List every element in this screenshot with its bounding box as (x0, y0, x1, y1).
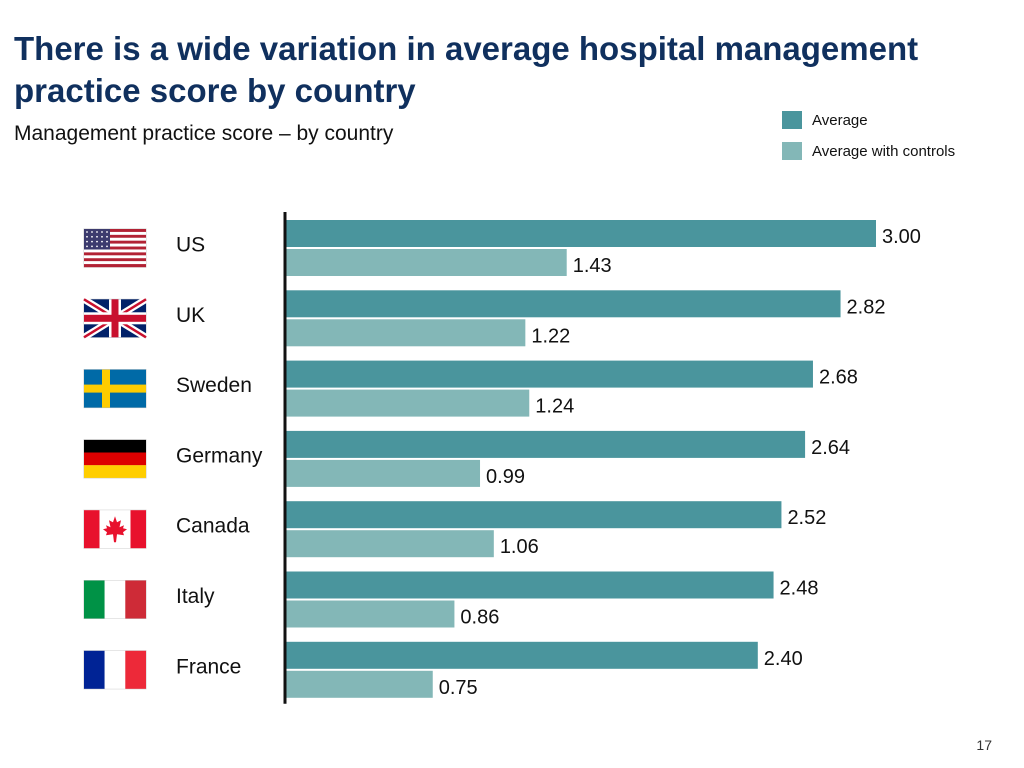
data-label: 2.64 (811, 437, 850, 459)
slide-title: There is a wide variation in average hos… (14, 30, 919, 109)
bar-chart: US 3.00 1.43 UK 2.82 1.22 Sweden 2.68 1.24 German… (82, 212, 921, 704)
bar-average-with-controls (285, 389, 530, 417)
data-label: 2.40 (764, 648, 803, 670)
bar-average-with-controls (285, 670, 433, 698)
data-label: 3.00 (882, 226, 921, 248)
bar-average (285, 430, 806, 458)
data-label: 2.48 (780, 578, 819, 600)
data-label: 1.06 (500, 536, 539, 558)
data-label: 2.52 (787, 507, 826, 529)
italy-flag-icon (83, 580, 147, 619)
france-flag-icon (83, 650, 147, 690)
sweden-flag-icon (83, 369, 147, 409)
bar-average-with-controls (285, 319, 526, 347)
bar-average-with-controls (285, 249, 567, 276)
category-label: UK (176, 304, 205, 327)
category-label: Italy (176, 585, 215, 608)
category-label: US (176, 234, 205, 257)
bar-average (285, 220, 876, 247)
us-flag-icon (83, 228, 147, 268)
bar-average-with-controls (285, 600, 455, 628)
legend-item-average-with-controls: Average with controls (782, 141, 955, 161)
category-label: Sweden (176, 374, 252, 397)
data-label: 2.68 (819, 367, 858, 389)
category-label: France (176, 655, 241, 678)
germany-flag-icon (83, 439, 147, 479)
data-label: 1.43 (573, 255, 612, 277)
bar-average (285, 290, 841, 318)
bar-average (285, 641, 758, 669)
bar-average-with-controls (285, 459, 481, 487)
chart-legend: Average Average with controls (782, 110, 955, 172)
bar-average (285, 571, 774, 599)
data-label: 0.86 (460, 607, 499, 629)
legend-label-average-with-controls: Average with controls (812, 142, 956, 160)
data-label: 0.99 (486, 466, 525, 488)
canada-flag-icon (83, 509, 147, 549)
category-label: Canada (176, 515, 250, 538)
bar-average (285, 501, 782, 529)
category-label: Germany (176, 444, 263, 467)
uk-flag-icon (82, 296, 148, 341)
page-number: 17 (976, 737, 992, 753)
legend-item-average: Average (782, 110, 955, 130)
legend-swatch-average-with-controls (782, 142, 802, 160)
data-label: 1.24 (535, 396, 574, 418)
data-label: 0.75 (439, 677, 478, 699)
legend-swatch-average (782, 111, 802, 129)
chart-subtitle: Management practice score – by country (14, 122, 394, 145)
bar-average-with-controls (285, 530, 494, 558)
bar-average (285, 360, 813, 388)
data-label: 2.82 (847, 296, 886, 318)
data-label: 1.22 (531, 325, 570, 347)
legend-label-average: Average (812, 111, 868, 129)
